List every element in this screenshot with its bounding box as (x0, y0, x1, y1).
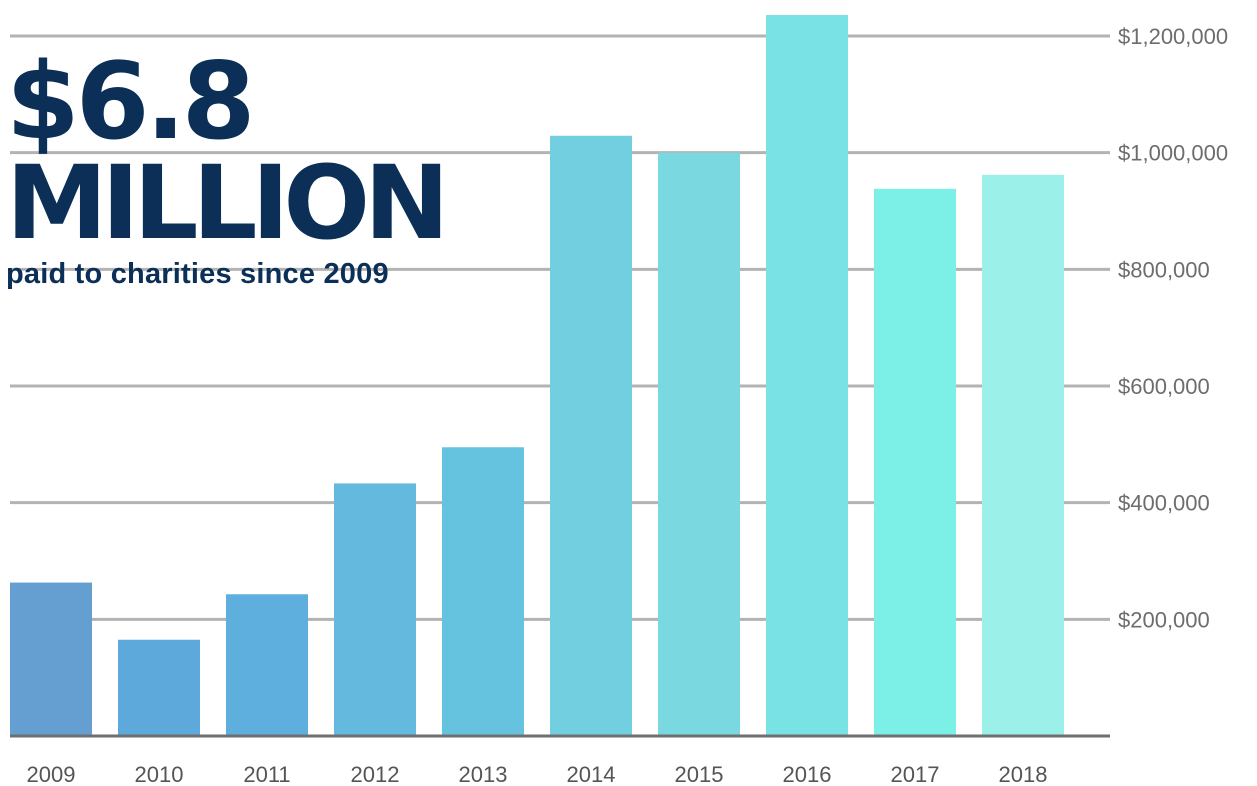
x-tick-label: 2014 (567, 762, 616, 786)
bar-2018 (982, 174, 1064, 737)
bar-2011 (226, 594, 308, 736)
bar-2009 (10, 582, 92, 736)
y-tick-label: $1,200,000 (1118, 24, 1228, 49)
headline-value: $6.8 (6, 40, 256, 163)
x-tick-label: 2018 (999, 762, 1048, 786)
x-tick-label: 2015 (675, 762, 724, 786)
headline-subtitle: paid to charities since 2009 (6, 258, 389, 290)
bar-2010 (118, 639, 200, 736)
y-tick-label: $400,000 (1118, 491, 1210, 516)
headline-unit: MILLION (6, 144, 449, 263)
bars (10, 15, 1064, 737)
x-tick-label: 2017 (891, 762, 940, 786)
x-tick-label: 2011 (243, 762, 290, 786)
y-axis-ticks: $200,000 $400,000 $600,000 $800,000 $1,000,0… (1118, 24, 1228, 632)
x-axis-ticks: 2009 2010 2011 2012 2013 2014 2015 2016 2017 2018 (27, 762, 1048, 786)
bar-2014 (550, 135, 632, 736)
x-tick-label: 2013 (459, 762, 508, 786)
x-tick-label: 2016 (783, 762, 832, 786)
x-tick-label: 2009 (27, 762, 76, 786)
x-tick-label: 2010 (135, 762, 184, 786)
bar-2013 (442, 447, 524, 736)
y-tick-label: $600,000 (1118, 374, 1210, 399)
bar-2015 (658, 152, 740, 736)
bar-2012 (334, 483, 416, 736)
y-tick-label: $1,000,000 (1118, 141, 1228, 166)
bar-2016 (766, 15, 848, 736)
y-tick-label: $200,000 (1118, 607, 1210, 632)
headline-block: $6.8 MILLION paid to charities since 200… (6, 40, 449, 291)
x-tick-label: 2012 (351, 762, 400, 786)
bar-2017 (874, 188, 956, 737)
y-tick-label: $800,000 (1118, 257, 1210, 282)
